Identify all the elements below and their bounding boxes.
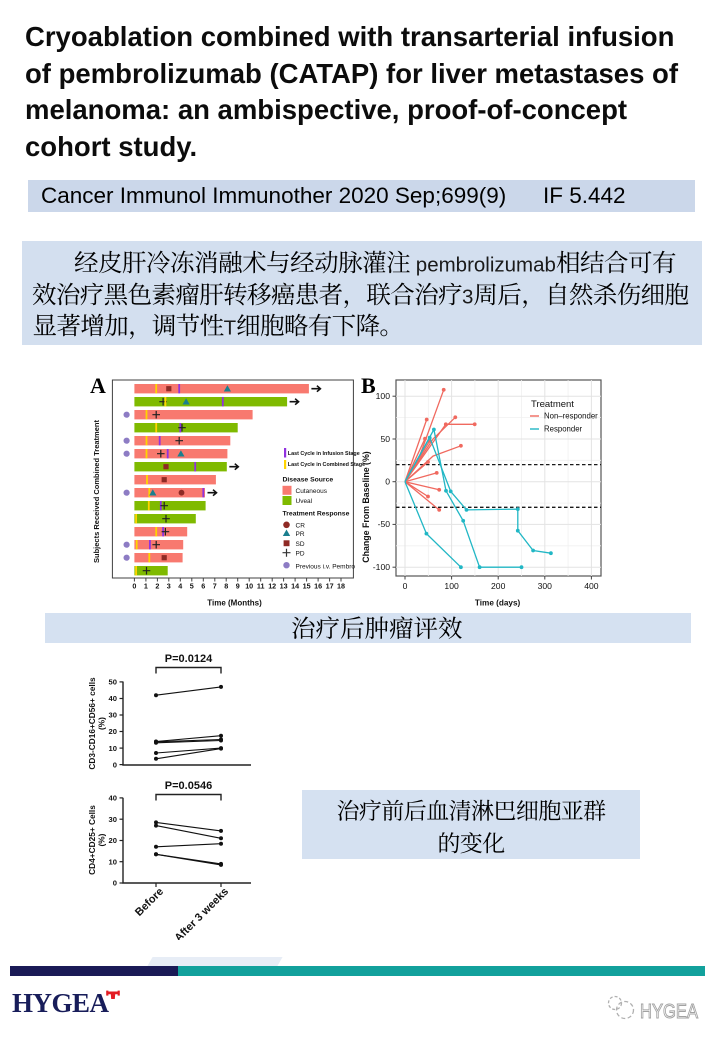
svg-text:10: 10: [245, 582, 253, 591]
svg-text:Cutaneous: Cutaneous: [296, 488, 328, 495]
svg-text:10: 10: [109, 744, 117, 753]
svg-text:After 3 weeks: After 3 weeks: [172, 886, 231, 940]
svg-text:5: 5: [190, 582, 194, 591]
svg-text:20: 20: [109, 836, 117, 845]
svg-text:17: 17: [326, 582, 334, 591]
svg-text:0: 0: [385, 477, 390, 487]
svg-text:0: 0: [113, 760, 117, 769]
svg-text:300: 300: [538, 581, 553, 591]
svg-text:Treatment Response: Treatment Response: [283, 511, 350, 518]
svg-text:-100: -100: [373, 562, 390, 572]
svg-text:18: 18: [337, 582, 345, 591]
svg-text:SD: SD: [296, 541, 305, 548]
svg-text:CD4+CD25+ Cells: CD4+CD25+ Cells: [87, 805, 97, 875]
svg-text:8: 8: [224, 582, 228, 591]
svg-text:11: 11: [257, 582, 265, 591]
svg-text:Last Cycle in Combined Stage: Last Cycle in Combined Stage: [288, 462, 365, 468]
svg-text:Treatment: Treatment: [531, 399, 574, 410]
svg-text:30: 30: [109, 711, 117, 720]
svg-text:16: 16: [314, 582, 322, 591]
svg-text:2: 2: [155, 582, 159, 591]
svg-text:(%): (%): [97, 833, 107, 846]
svg-text:-50: -50: [378, 519, 391, 529]
svg-text:PD: PD: [296, 550, 305, 557]
svg-text:PR: PR: [296, 531, 305, 538]
svg-text:Disease Source: Disease Source: [283, 477, 334, 484]
svg-text:0: 0: [113, 879, 117, 888]
svg-text:Previous i.v. Pembro: Previous i.v. Pembro: [296, 563, 356, 570]
svg-text:A: A: [90, 373, 106, 398]
svg-text:(%): (%): [97, 717, 107, 730]
svg-text:Subjects Received Combined Tre: Subjects Received Combined Treatment: [92, 420, 101, 563]
svg-text:0: 0: [403, 581, 408, 591]
svg-text:40: 40: [109, 694, 117, 703]
svg-text:7: 7: [213, 582, 217, 591]
svg-text:Before: Before: [133, 886, 166, 919]
svg-text:12: 12: [268, 582, 276, 591]
svg-text:100: 100: [376, 391, 391, 401]
svg-text:Responder: Responder: [544, 425, 583, 434]
svg-text:13: 13: [280, 582, 288, 591]
svg-text:40: 40: [109, 794, 117, 803]
svg-text:3: 3: [462, 285, 473, 308]
svg-text:30: 30: [109, 815, 117, 824]
svg-text:20: 20: [109, 727, 117, 736]
svg-text:pembrolizumab: pembrolizumab: [410, 253, 556, 276]
svg-text:4: 4: [178, 582, 182, 591]
svg-text:Change From Baseline (%): Change From Baseline (%): [361, 451, 371, 563]
svg-text:CR: CR: [296, 522, 306, 529]
svg-text:50: 50: [380, 434, 390, 444]
svg-text:9: 9: [236, 582, 240, 591]
svg-text:0: 0: [132, 582, 136, 591]
svg-text:200: 200: [491, 581, 506, 591]
svg-text:Non–responder: Non–responder: [544, 412, 598, 421]
svg-text:Last Cycle in Infusion Stage: Last Cycle in Infusion Stage: [288, 451, 360, 457]
svg-text:50: 50: [109, 678, 117, 687]
svg-text:1: 1: [144, 582, 148, 591]
svg-text:15: 15: [303, 582, 311, 591]
svg-text:10: 10: [109, 857, 117, 866]
svg-text:400: 400: [584, 581, 599, 591]
svg-text:P=0.0124: P=0.0124: [165, 653, 213, 665]
svg-text:Time (days): Time (days): [475, 599, 521, 608]
svg-text:Time (Months): Time (Months): [207, 599, 262, 608]
svg-text:100: 100: [444, 581, 459, 591]
svg-text:T: T: [224, 316, 237, 339]
svg-text:HYGEA: HYGEA: [640, 1000, 698, 1023]
svg-text:B: B: [361, 373, 376, 398]
svg-text:3: 3: [167, 582, 171, 591]
svg-text:CD3-CD16+CD56+ cells: CD3-CD16+CD56+ cells: [87, 677, 97, 770]
svg-text:6: 6: [201, 582, 205, 591]
svg-text:14: 14: [291, 582, 299, 591]
svg-text:Uveal: Uveal: [296, 498, 313, 505]
svg-text:P=0.0546: P=0.0546: [165, 780, 212, 792]
